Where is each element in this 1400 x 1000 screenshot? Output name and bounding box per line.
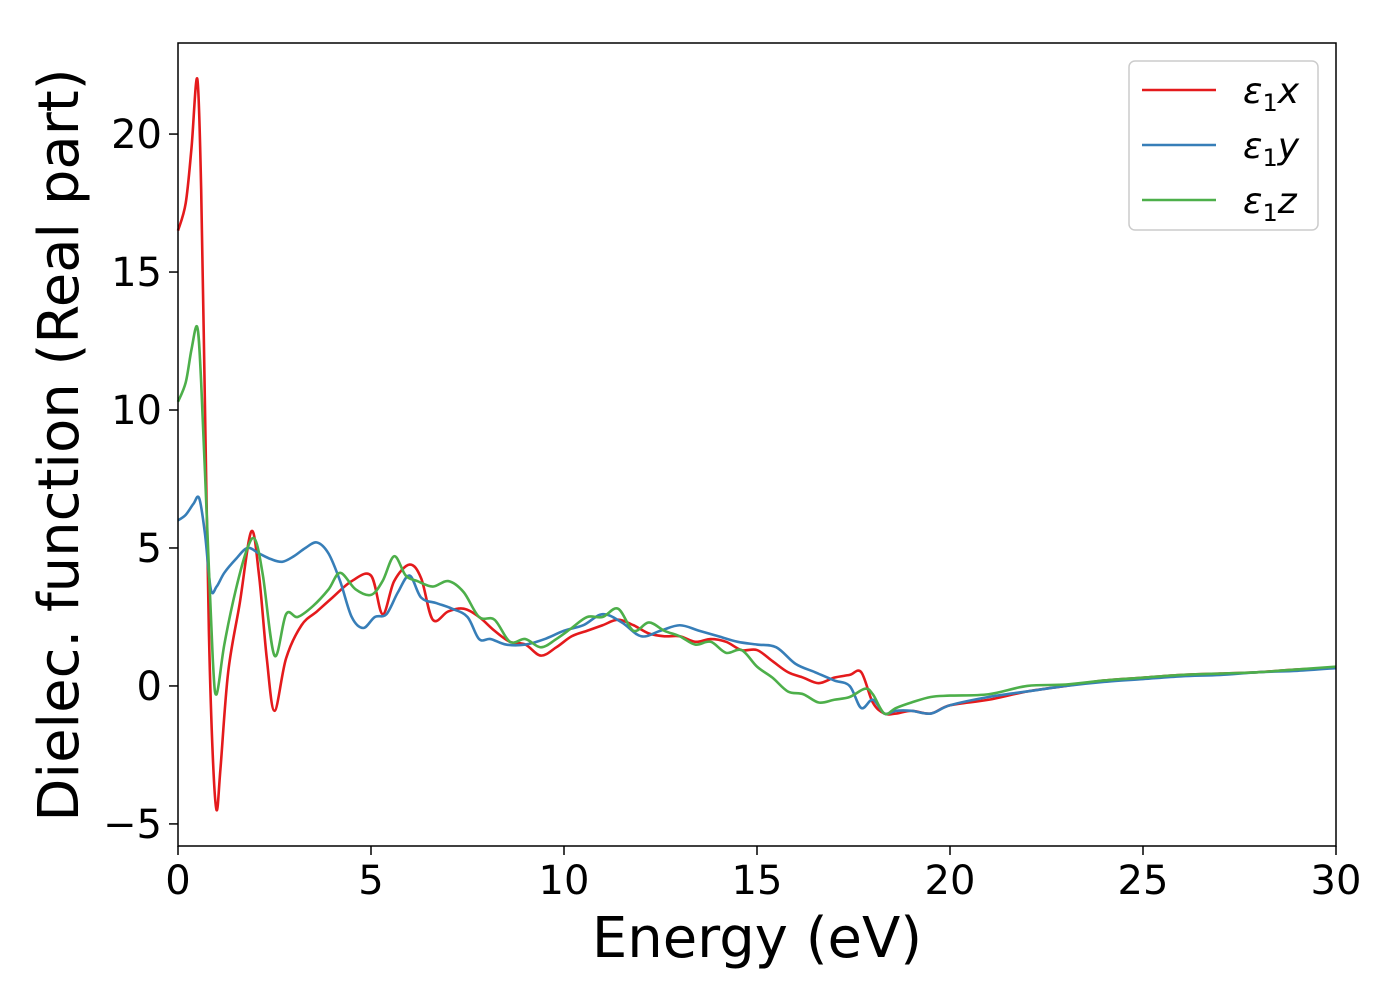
y-tick-label: 20: [111, 112, 162, 158]
x-tick-label: 30: [1311, 858, 1362, 904]
x-tick-label: 10: [539, 858, 590, 904]
x-tick-label: 25: [1118, 858, 1169, 904]
legend: ε1x ε1y ε1z: [1128, 60, 1319, 231]
y-tick-label: 0: [137, 664, 162, 710]
series-line-y: [177, 495, 1337, 716]
y-axis-title: Dielec. function (Real part): [27, 68, 92, 821]
y-tick-label: 15: [111, 250, 162, 296]
legend-frame: [1128, 60, 1319, 231]
y-axis: −5 0 5 10 15 20: [103, 112, 178, 848]
y-tick-label: 5: [137, 526, 162, 572]
series-layer: [176, 77, 1337, 812]
y-tick-label: 10: [111, 388, 162, 434]
x-tick-label: 0: [165, 858, 190, 904]
legend-label-x: ε1x: [1243, 71, 1300, 117]
x-tick-label: 15: [732, 858, 783, 904]
y-tick-label: −5: [103, 802, 162, 848]
x-tick-label: 5: [358, 858, 383, 904]
legend-label-y: ε1y: [1243, 126, 1300, 172]
x-axis: 0 5 10 15 20 25 30: [165, 846, 1361, 904]
legend-label-z: ε1z: [1243, 181, 1298, 227]
x-tick-label: 20: [925, 858, 976, 904]
series-line-z: [176, 324, 1337, 716]
x-axis-title: Energy (eV): [592, 906, 922, 971]
